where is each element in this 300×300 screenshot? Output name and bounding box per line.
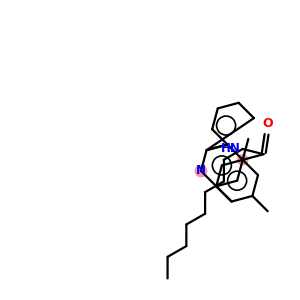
Text: N: N — [196, 164, 206, 178]
Text: HN: HN — [221, 142, 241, 155]
Circle shape — [238, 155, 248, 165]
Text: O: O — [262, 117, 273, 130]
Circle shape — [195, 165, 207, 177]
